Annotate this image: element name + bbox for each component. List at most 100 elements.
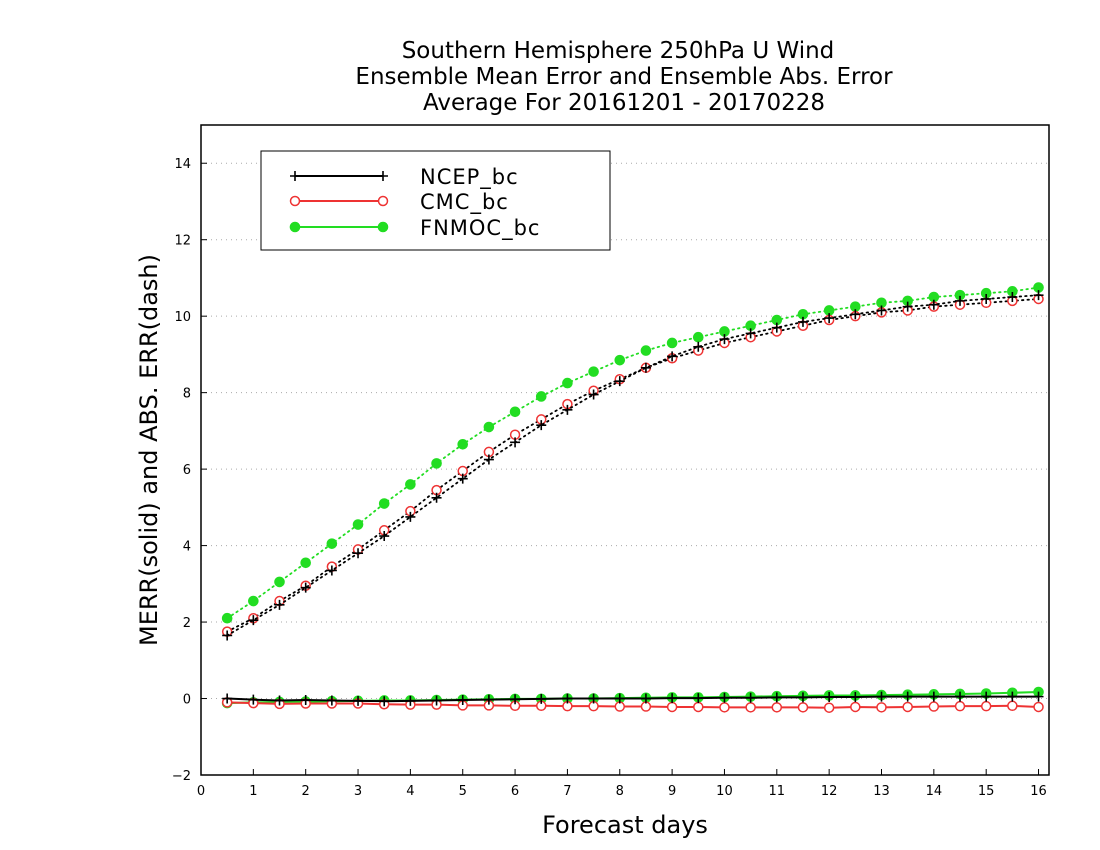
fnmoc-bc-abs-err-point — [326, 538, 338, 549]
cmc-bc-merr-point — [954, 700, 966, 712]
cmc-bc-merr-point — [797, 702, 809, 713]
ncep-bc-abs-err-point — [981, 293, 992, 304]
y-axis-title: MERR(solid) and ABS. ERR(dash) — [135, 254, 163, 646]
ncep-bc-merr-point — [955, 691, 966, 702]
cmc-bc-merr-point — [1007, 700, 1018, 712]
ncep-bc-merr-point — [667, 693, 678, 704]
ncep-bc-merr-point — [850, 692, 861, 702]
ncep-bc-abs-err-point — [222, 630, 233, 641]
legend-label: NCEP_bc — [420, 165, 519, 190]
chart-title: Southern Hemisphere 250hPa U Wind — [402, 38, 835, 64]
ncep-bc-merr-point — [274, 695, 285, 706]
y-tick-label: −2 — [172, 769, 191, 784]
ncep-bc-abs-err-point — [640, 362, 651, 373]
series-group — [221, 282, 1044, 713]
cmc-bc-merr-point — [902, 701, 913, 713]
y-tick-label: 10 — [174, 310, 191, 325]
ncep-bc-merr-point — [379, 696, 390, 707]
fnmoc-bc-abs-err-point — [405, 479, 416, 490]
x-axis-title: Forecast days — [542, 811, 708, 839]
x-tick-label: 15 — [978, 784, 995, 799]
ncep-bc-abs-err-point — [745, 328, 756, 339]
series-cmc-bc — [221, 293, 1044, 713]
cmc-bc-merr-point — [980, 700, 992, 712]
ncep-bc-merr-point — [640, 693, 651, 704]
x-tick-label: 14 — [926, 784, 943, 799]
ncep-bc-merr-point — [928, 691, 939, 702]
ncep-bc-merr-point — [981, 691, 992, 702]
ncep-bc-merr-point — [457, 695, 468, 706]
ncep-bc-abs-err-point — [248, 615, 259, 626]
chart-subtitle-line-1: Ensemble Mean Error and Ensemble Abs. Er… — [355, 64, 893, 90]
y-tick-label: 14 — [174, 157, 191, 172]
ncep-bc-merr-point — [562, 693, 573, 704]
x-tick-label: 2 — [302, 784, 310, 799]
x-tick-label: 11 — [769, 784, 786, 799]
legend-marker — [289, 221, 301, 233]
y-tick-label: 8 — [183, 387, 191, 402]
cmc-bc-merr-point — [693, 701, 704, 713]
ncep-bc-merr-point — [510, 694, 521, 705]
ncep-bc-merr-point — [797, 692, 808, 703]
x-tick-label: 13 — [873, 784, 890, 799]
ncep-bc-abs-err-point — [1033, 290, 1044, 301]
x-tick-label: 12 — [821, 784, 838, 799]
ncep-bc-merr-point — [1007, 691, 1018, 702]
fnmoc-bc-abs-err-point — [614, 354, 626, 366]
ncep-bc-merr-point — [693, 693, 704, 704]
cmc-bc-merr-point — [876, 702, 887, 713]
ncep-bc-abs-err-point — [588, 389, 599, 400]
ncep-bc-abs-err-point — [483, 454, 494, 465]
fnmoc-bc-abs-err-line — [226, 286, 1040, 620]
legend-marker — [290, 171, 300, 181]
ncep-bc-abs-err-point — [379, 531, 390, 542]
fnmoc-bc-abs-err-point — [588, 366, 599, 377]
legend-marker — [378, 171, 388, 181]
ncep-bc-abs-err-point — [797, 316, 808, 327]
cmc-bc-merr-point — [850, 701, 861, 713]
ncep-bc-abs-err-point — [928, 299, 939, 310]
x-tick-label: 3 — [354, 784, 362, 799]
ncep-bc-merr-point — [1033, 691, 1044, 702]
fnmoc-bc-abs-err-point — [352, 519, 364, 530]
ncep-bc-merr-point — [902, 691, 913, 702]
ncep-bc-abs-err-point — [667, 351, 678, 362]
ncep-bc-abs-err-point — [457, 473, 468, 484]
fnmoc-bc-abs-err-point — [221, 612, 233, 624]
fnmoc-bc-abs-err-point — [378, 498, 390, 509]
cmc-bc-merr-point — [719, 702, 730, 713]
ncep-bc-abs-err-line — [226, 294, 1040, 637]
ncep-bc-merr-point — [431, 695, 442, 706]
fnmoc-bc-abs-err-point — [692, 331, 704, 343]
legend-label: FNMOC_bc — [420, 216, 540, 241]
fnmoc-bc-abs-err-point — [300, 557, 311, 569]
ncep-bc-abs-err-point — [850, 309, 861, 320]
ncep-bc-merr-point — [719, 692, 730, 703]
fnmoc-bc-abs-err-point — [483, 421, 495, 433]
y-tick-label: 4 — [183, 540, 191, 555]
ncep-bc-abs-err-point — [614, 376, 625, 387]
fnmoc-bc-abs-err-point — [431, 458, 442, 469]
ncep-bc-abs-err-point — [431, 492, 442, 503]
x-tick-label: 9 — [668, 784, 676, 799]
x-tick-label: 0 — [197, 784, 205, 799]
ncep-bc-abs-err-point — [300, 582, 311, 593]
legend-marker — [377, 221, 389, 233]
fnmoc-bc-abs-err-point — [562, 377, 573, 389]
ncep-bc-merr-point — [300, 695, 311, 706]
x-tick-label: 5 — [459, 784, 467, 799]
plot-frame — [200, 124, 1050, 776]
cmc-bc-merr-point — [928, 701, 940, 712]
ncep-bc-abs-err-point — [353, 548, 364, 559]
y-tick-label: 2 — [183, 616, 191, 631]
ncep-bc-abs-err-point — [405, 511, 416, 522]
cmc-bc-merr-point — [1033, 701, 1044, 713]
x-tick-label: 7 — [563, 784, 571, 799]
y-tick-label: 12 — [174, 234, 191, 249]
y-tick-label: 6 — [183, 463, 191, 478]
cmc-bc-merr-point — [823, 702, 835, 713]
fnmoc-bc-abs-err-point — [457, 438, 469, 450]
